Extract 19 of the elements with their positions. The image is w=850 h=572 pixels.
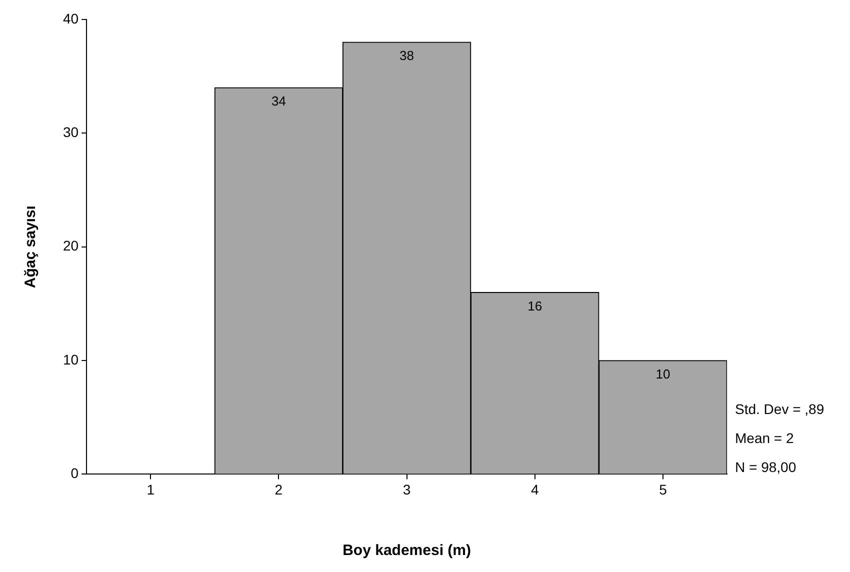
y-tick-label: 0	[70, 465, 79, 482]
x-tick-label: 1	[146, 481, 155, 498]
x-tick-label: 4	[530, 481, 539, 498]
text: N = 98,00	[735, 459, 796, 476]
data-label: 38	[400, 48, 414, 64]
x-axis-title: Boy kademesi (m)	[342, 542, 471, 560]
text: Std. Dev = ,89	[735, 401, 824, 418]
y-axis-title: Ağaç sayısı	[22, 206, 40, 288]
y-tick-label: 10	[62, 351, 79, 368]
data-label: 16	[528, 298, 542, 314]
x-tick-label: 5	[659, 481, 668, 498]
x-tick-label: 3	[402, 481, 411, 498]
data-label: 10	[656, 366, 670, 382]
x-tick-label: 2	[274, 481, 283, 498]
y-tick-label: 40	[62, 10, 79, 26]
y-tick-label: 30	[62, 124, 79, 140]
y-tick-label: 20	[62, 238, 79, 254]
text: Mean = 2	[735, 430, 794, 446]
data-label: 34	[271, 94, 286, 109]
